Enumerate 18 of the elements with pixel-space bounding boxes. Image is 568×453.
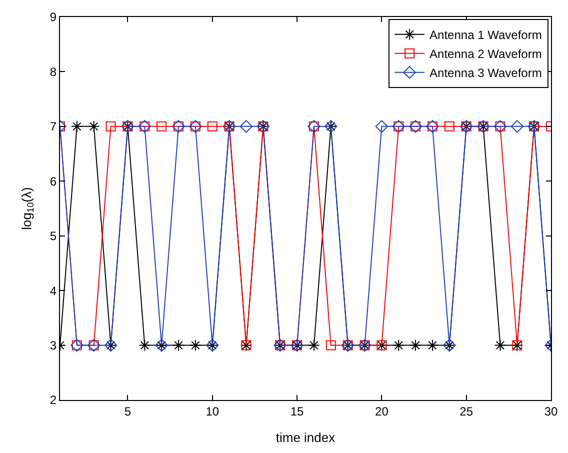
x-tick-label: 15 — [290, 404, 304, 418]
x-tick-label: 20 — [375, 404, 389, 418]
legend-label: Antenna 2 Waveform — [430, 47, 542, 62]
y-tick-label: 5 — [50, 229, 57, 244]
y-tick-label: 9 — [50, 10, 57, 24]
x-axis-title: time index — [276, 430, 336, 445]
y-tick-label: 6 — [50, 174, 57, 188]
y-tick-label: 7 — [50, 120, 57, 134]
x-tick-label: 10 — [206, 404, 220, 418]
x-tick-label: 30 — [544, 404, 558, 418]
y-tick-label: 8 — [50, 64, 57, 79]
x-tick-label: 25 — [460, 404, 474, 418]
x-tick-label: 5 — [124, 404, 132, 418]
y-tick-label: 2 — [50, 393, 57, 408]
y-tick-label: 4 — [50, 284, 57, 298]
legend-label: Antenna 1 Waveform — [430, 28, 542, 42]
legend-label: Antenna 3 Waveform — [430, 66, 542, 80]
y-tick-label: 3 — [50, 338, 57, 352]
